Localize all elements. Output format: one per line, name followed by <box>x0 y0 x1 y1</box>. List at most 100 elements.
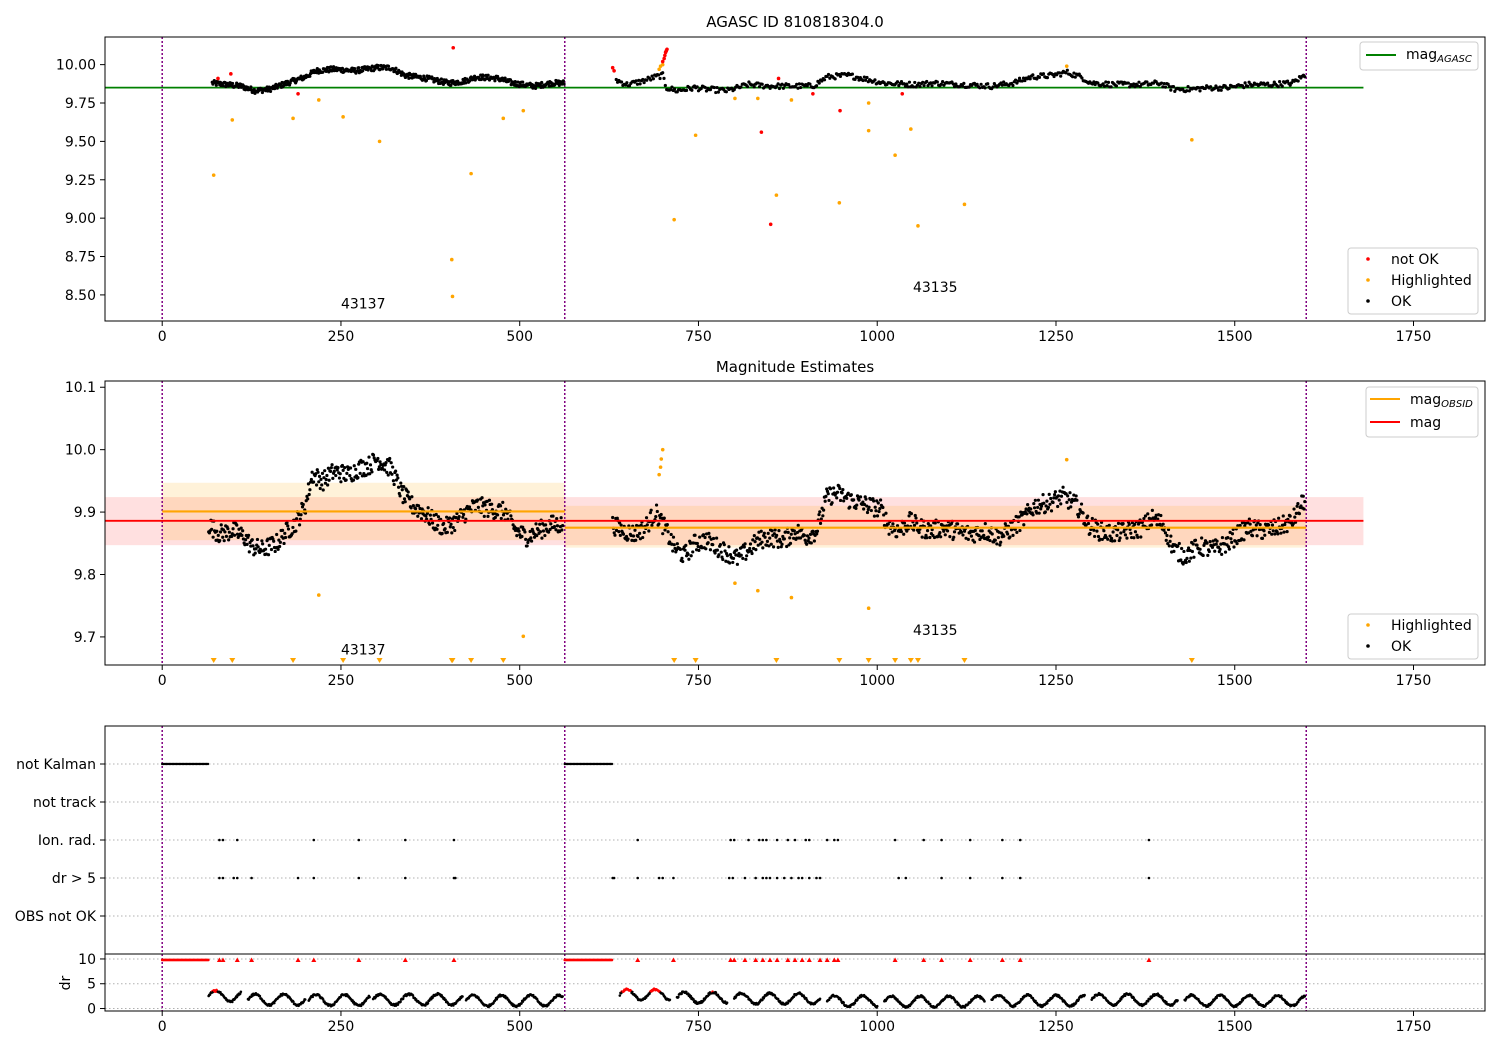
ok-point <box>635 82 640 86</box>
ok-point <box>373 67 377 71</box>
ok-point <box>440 531 444 536</box>
ok-point <box>299 513 303 517</box>
ok-point <box>777 529 781 533</box>
legend2-ok: OK <box>1391 639 1412 655</box>
ok-point <box>1043 510 1047 514</box>
ok-point <box>1291 522 1295 526</box>
ok-point <box>1028 77 1032 81</box>
ok-point <box>1052 74 1056 79</box>
ok-point <box>410 495 414 499</box>
ok-point <box>1067 498 1071 502</box>
ok-point <box>786 530 790 534</box>
ok-point <box>626 537 630 541</box>
ok-point <box>468 79 472 83</box>
ok-point <box>641 535 645 540</box>
ok-point <box>486 73 490 77</box>
ok-point <box>402 497 407 501</box>
ok-point <box>1136 535 1140 539</box>
ok-point <box>773 528 777 532</box>
flag-point <box>729 838 732 842</box>
ok-point <box>1226 536 1230 540</box>
ok-point <box>443 527 447 531</box>
ok-point <box>1020 79 1024 83</box>
ok-point <box>267 543 271 547</box>
ok-point <box>1023 78 1027 83</box>
ok-point <box>1009 528 1014 532</box>
ok-point <box>1195 543 1199 547</box>
ok-point <box>805 542 809 546</box>
ok-point <box>952 535 956 539</box>
dr-capped-marker <box>670 957 676 962</box>
ok-point <box>337 476 342 480</box>
ok-point <box>1133 530 1138 534</box>
flag-point <box>825 838 829 842</box>
ok-point <box>745 554 749 558</box>
panel2-title: Magnitude Estimates <box>716 358 874 376</box>
ok-point <box>1206 553 1210 557</box>
ok-point <box>219 523 223 527</box>
ok-point <box>1167 544 1171 548</box>
ok-point <box>1216 88 1221 92</box>
ok-point <box>951 82 955 86</box>
ok-point <box>917 81 921 85</box>
ok-point <box>681 559 685 564</box>
ok-point <box>391 465 395 469</box>
ok-point <box>561 524 565 528</box>
flag-point <box>765 876 768 880</box>
ok-point <box>320 471 325 475</box>
ok-point <box>1106 537 1110 541</box>
ok-point <box>1198 89 1202 93</box>
ok-point <box>873 78 877 82</box>
ok-point <box>1169 88 1173 92</box>
ok-point <box>386 473 390 477</box>
ok-point <box>1039 507 1043 511</box>
ok-point <box>665 523 669 527</box>
ok-point <box>278 544 282 549</box>
ok-point <box>435 527 439 531</box>
ok-point <box>1212 86 1217 90</box>
out-of-range-marker <box>961 658 968 663</box>
flag-point <box>786 838 790 842</box>
ok-point <box>1280 84 1284 88</box>
ok-point <box>314 483 319 487</box>
highlighted-point <box>521 108 526 113</box>
ok-point <box>223 530 227 534</box>
flag-point <box>836 838 840 842</box>
ok-point <box>308 74 312 78</box>
legend-mag: mag <box>1410 415 1441 431</box>
ok-point <box>278 540 282 544</box>
ok-point <box>686 552 690 556</box>
ok-point <box>662 516 666 520</box>
ok-point <box>902 82 906 86</box>
ok-point <box>986 82 990 86</box>
highlighted-point <box>866 606 871 610</box>
ok-point <box>1163 85 1168 89</box>
ok-point <box>403 500 407 504</box>
ok-point <box>395 473 399 477</box>
ok-point <box>781 534 785 539</box>
flag-point <box>404 876 407 880</box>
ok-point <box>1296 79 1300 83</box>
ok-point <box>1017 515 1021 519</box>
ok-point <box>256 545 260 549</box>
flag-point <box>206 762 210 766</box>
out-of-range-marker <box>376 658 383 663</box>
dr-capped-marker <box>767 957 773 962</box>
flag-point <box>893 838 897 842</box>
ok-point <box>434 512 438 517</box>
flag-point <box>790 876 793 880</box>
ok-point <box>612 531 616 535</box>
ok-point <box>1162 528 1166 532</box>
ok-point <box>1143 514 1148 518</box>
ok-point <box>874 509 878 513</box>
ok-point <box>1047 492 1051 496</box>
highlighted-point <box>657 472 661 477</box>
p1-ytick-label: 9.75 <box>65 96 96 112</box>
ok-point <box>524 537 528 541</box>
dr-capped-marker <box>892 957 898 962</box>
ok-point <box>703 535 707 540</box>
ok-point <box>645 78 649 82</box>
highlighted-point <box>660 62 665 67</box>
ok-point <box>611 515 615 520</box>
ok-point <box>1213 549 1217 553</box>
